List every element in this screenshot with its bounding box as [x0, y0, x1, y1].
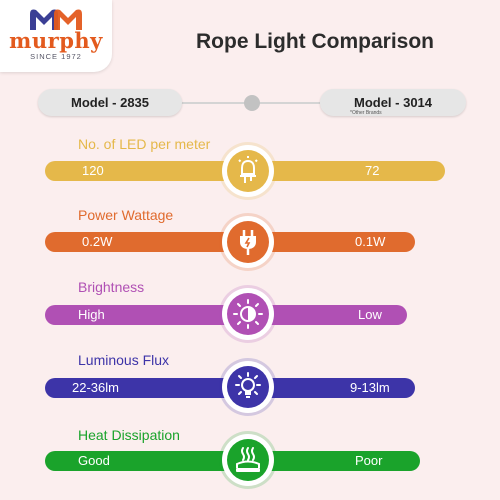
row-icon-badge-heat: [222, 434, 274, 486]
brand-logo: murphy SINCE 1972: [0, 0, 112, 72]
row-title-power-wattage: Power Wattage: [78, 207, 174, 223]
lightbulb-rays-icon: [235, 372, 261, 398]
led-bulb-icon: [238, 156, 258, 183]
brand-since: SINCE 1972: [30, 52, 82, 61]
brand-name: murphy: [9, 28, 103, 53]
row-title-luminous-flux: Luminous Flux: [78, 352, 170, 368]
row-left-value-brightness: High: [78, 307, 105, 322]
row-icon-badge-led: [222, 145, 274, 197]
row-right-value-flux: 9-13lm: [350, 380, 390, 395]
row-left-value-flux: 22-36lm: [72, 380, 119, 395]
row-left-value-led: 120: [82, 163, 104, 178]
brightness-icon: [233, 299, 263, 329]
row-right-value-led: 72: [365, 163, 380, 178]
model-left-label: Model - 2835: [38, 89, 182, 116]
row-left-value-heat: Good: [78, 453, 110, 468]
row-right-value-brightness: Low: [358, 307, 382, 322]
power-plug-icon: [240, 230, 256, 255]
other-brands-note: *Other Brands: [350, 110, 382, 116]
row-left-value-power: 0.2W: [82, 234, 113, 249]
row-right-value-power: 0.1W: [355, 234, 386, 249]
heat-waves-icon: [236, 447, 260, 472]
row-title-heat-dissipation: Heat Dissipation: [78, 427, 180, 443]
model-right-label: Model - 3014: [320, 89, 466, 116]
row-icon-badge-flux: [222, 361, 274, 413]
model-divider-dot: [244, 95, 260, 111]
row-icon-badge-brightness: [222, 288, 274, 340]
page-title: Rope Light Comparison: [196, 30, 434, 53]
murphy-logo-icon: [30, 9, 82, 30]
row-icon-badge-power: [222, 216, 274, 268]
row-title-brightness: Brightness: [78, 279, 145, 295]
row-right-value-heat: Poor: [355, 453, 383, 468]
row-title-led-per-meter: No. of LED per meter: [78, 136, 211, 152]
